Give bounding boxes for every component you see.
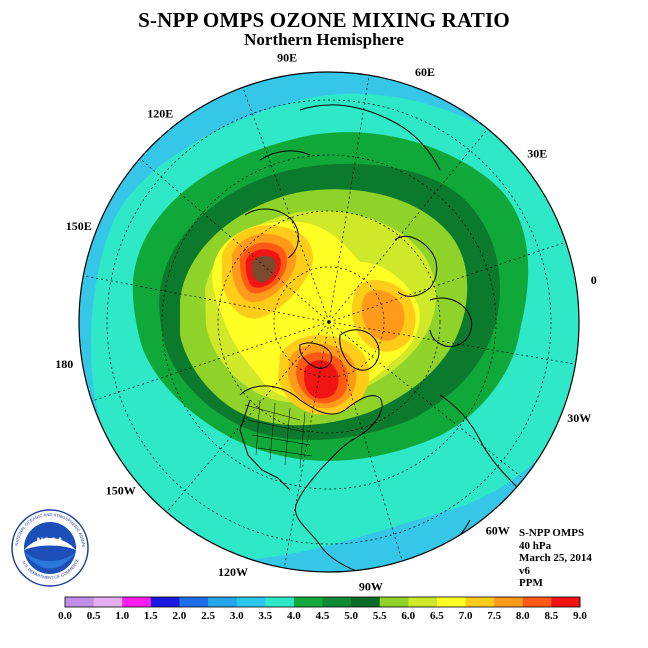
- colorbar-tick-label: 6.5: [430, 610, 444, 622]
- longitude-labels: 90E 60E 30E 0 30W 60W 90W 120W 150W 180 150E 120E: [55, 50, 596, 593]
- longitude-label: 150W: [106, 484, 136, 498]
- colorbar-tick-label: 0.0: [58, 610, 72, 622]
- longitude-label: 180: [55, 357, 73, 371]
- colorbar-tick-label: 2.5: [201, 610, 215, 622]
- logo-text: NOAA: [37, 536, 64, 546]
- colorbar-swatch: [408, 597, 438, 607]
- colorbar-tick-label: 4.5: [316, 610, 330, 622]
- colorbar-tick-label: 7.5: [487, 610, 501, 622]
- colorbar-swatch: [551, 597, 581, 607]
- colorbar-tick-label: 6.0: [401, 610, 415, 622]
- colorbar-tick-label: 8.5: [545, 610, 559, 622]
- info-line: March 25, 2014: [519, 552, 592, 564]
- colorbar-swatch: [436, 597, 467, 607]
- ozone-field: [79, 72, 579, 572]
- colorbar-swatch: [122, 597, 152, 607]
- colorbar-swatch: [494, 597, 524, 607]
- noaa-logo: NOAA NATIONAL OCEANIC AND ATMOSPHERIC AD…: [11, 509, 89, 587]
- us-states: [244, 399, 313, 469]
- coastlines: [239, 104, 521, 572]
- colorbar-tick-label: 4.0: [287, 610, 301, 622]
- longitude-label: 60W: [486, 523, 510, 537]
- colorbar-tick-label: 0.5: [87, 610, 101, 622]
- info-block: S-NPP OMPS 40 hPa March 25, 2014 v6 PPM: [519, 527, 592, 590]
- colorbar-swatch: [293, 597, 323, 607]
- colorbar-swatch: [179, 597, 209, 607]
- map-subtitle: Northern Hemisphere: [244, 30, 404, 49]
- colorbar-tick-label: 8.0: [516, 610, 530, 622]
- map-title: S-NPP OMPS OZONE MIXING RATIO: [138, 8, 510, 32]
- colorbar-swatch: [265, 597, 295, 607]
- colorbar-swatch: [379, 597, 409, 607]
- longitude-label: 60E: [415, 65, 435, 79]
- colorbar-swatch: [522, 597, 552, 607]
- longitude-label: 30W: [567, 411, 591, 425]
- longitude-label: 90W: [359, 580, 383, 594]
- info-line: v6: [519, 564, 530, 577]
- colorbar-swatch: [465, 597, 495, 607]
- colorbar-swatch: [236, 597, 266, 607]
- band-8.5-9.0: [252, 255, 276, 283]
- colorbar-tick-label: 2.0: [173, 610, 187, 622]
- colorbar-swatch: [208, 597, 238, 607]
- longitude-label: 150E: [66, 219, 92, 233]
- colorbar-swatch: [93, 597, 123, 607]
- colorbar-tick-label: 5.5: [373, 610, 387, 622]
- colorbar-tick-label: 1.0: [115, 610, 129, 622]
- colorbar-frame: [64, 596, 581, 608]
- longitude-label: 120W: [218, 565, 248, 579]
- colorbar-swatch: [322, 597, 352, 607]
- colorbar-tick-label: 1.5: [144, 610, 158, 622]
- colorbar-tick-label: 9.0: [573, 610, 587, 622]
- colorbar-tick-label: 3.0: [230, 610, 244, 622]
- longitude-label: 0: [591, 273, 597, 287]
- map-boundary: [78, 71, 580, 573]
- longitude-label: 30E: [527, 146, 547, 160]
- colorbar-swatch: [150, 597, 180, 607]
- colorbar-tick-label: 7.0: [459, 610, 473, 622]
- colorbar-tick-label: 3.5: [258, 610, 272, 622]
- info-line: S-NPP OMPS: [519, 527, 585, 539]
- colorbar-swatch: [351, 597, 381, 607]
- graticule: [79, 72, 579, 572]
- colorbar-tick-label: 5.0: [344, 610, 358, 622]
- info-line: PPM: [519, 577, 543, 589]
- longitude-label: 90E: [277, 50, 297, 64]
- colorbar: 0.0 0.5 1.0 1.5 2.0 2.5 3.0 3.5 4.0 4.5 5.0 5.5 6.0 6…: [58, 596, 587, 622]
- longitude-label: 120E: [147, 107, 173, 121]
- colorbar-swatch: [65, 597, 95, 607]
- info-line: 40 hPa: [519, 539, 552, 552]
